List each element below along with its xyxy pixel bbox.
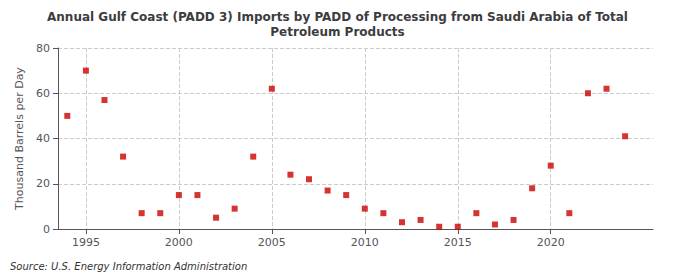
svg-text:Thousand Barrels per Day: Thousand Barrels per Day xyxy=(13,67,26,211)
svg-text:60: 60 xyxy=(36,87,50,100)
svg-text:2000: 2000 xyxy=(165,236,193,249)
svg-text:40: 40 xyxy=(36,132,50,145)
svg-text:0: 0 xyxy=(43,223,50,236)
svg-text:2020: 2020 xyxy=(537,236,565,249)
svg-text:80: 80 xyxy=(36,42,50,55)
svg-text:20: 20 xyxy=(36,177,50,190)
svg-text:Petroleum Products: Petroleum Products xyxy=(270,25,404,39)
svg-text:1995: 1995 xyxy=(72,236,100,249)
svg-text:2005: 2005 xyxy=(258,236,286,249)
svg-text:Annual Gulf Coast (PADD 3) Imp: Annual Gulf Coast (PADD 3) Imports by PA… xyxy=(47,10,628,24)
svg-text:Source: U.S. Energy Informatio: Source: U.S. Energy Information Administ… xyxy=(10,261,247,272)
svg-text:2010: 2010 xyxy=(351,236,379,249)
svg-text:2015: 2015 xyxy=(444,236,472,249)
